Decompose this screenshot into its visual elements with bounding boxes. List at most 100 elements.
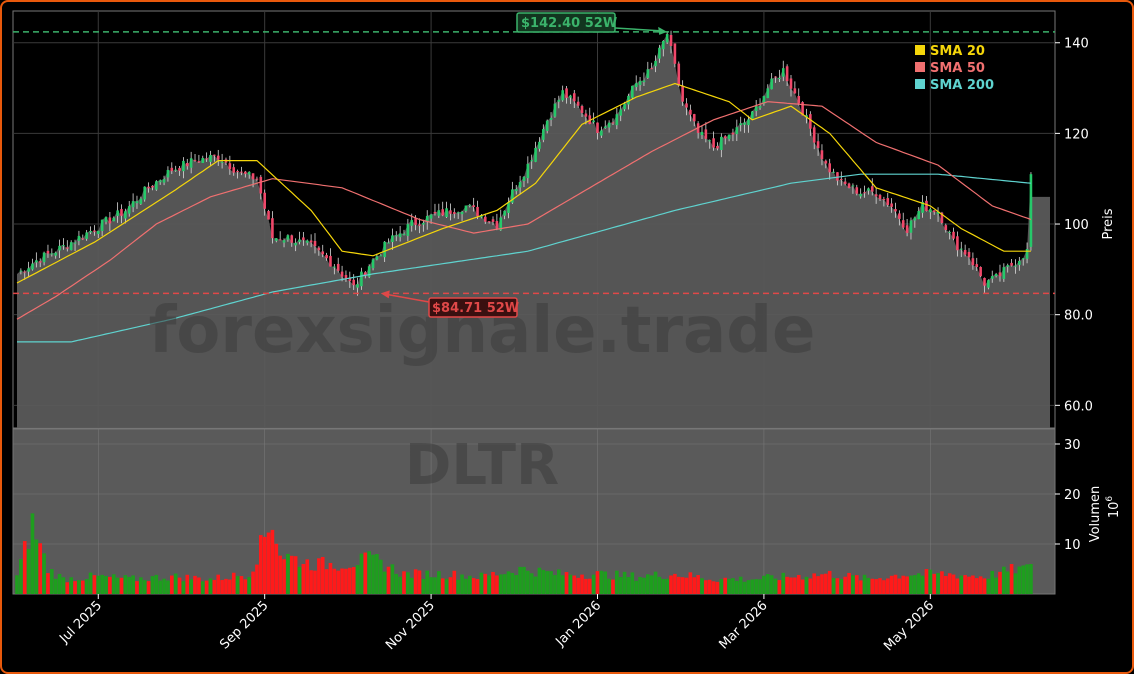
candle [35,252,38,268]
volume-bar [812,573,817,594]
volume-bar [127,576,132,594]
high-annotation: $142.40 52W [516,12,668,35]
volume-bar [26,548,31,594]
volume-bar [367,551,371,594]
candle [901,212,905,230]
volume-bar [885,578,890,594]
candle [514,184,518,195]
volume-bar [336,570,341,594]
high-arrow [614,27,662,32]
legend-label: SMA 200 [930,78,994,93]
volume-panel: DLTR [12,428,1056,595]
volume-bar [286,553,290,594]
candle [576,96,580,108]
volume-bar [413,569,418,594]
candle [1002,263,1006,282]
volume-bar [363,552,368,594]
volume-bar [355,565,360,594]
volume-bar [765,574,770,594]
volume-bar [498,574,503,594]
candle [836,172,839,186]
volume-bar [444,578,449,594]
volume-bar [816,576,820,594]
candle [812,125,816,150]
sma-200-line [17,173,1031,343]
price-tick-label: 140 [1064,37,1089,52]
low-label-box [428,297,518,318]
candle [468,203,472,208]
candle [723,135,727,145]
volume-bar [1017,566,1022,594]
volume-bar [502,574,507,594]
candle [619,105,623,122]
candle [708,139,712,149]
candle [232,163,236,176]
candle [747,115,750,133]
volume-bar [820,574,824,594]
volume-bar [1002,566,1006,594]
volume-bar [390,564,395,594]
volume-bar [425,570,430,594]
volume-bar [100,574,104,594]
candle [38,258,42,268]
candle [851,183,855,194]
volume-bar [200,581,205,594]
volume-bar [769,575,774,594]
candle [654,55,657,73]
candle [956,231,959,257]
candle [131,193,135,213]
volume-bar [255,564,259,594]
volume-bar [854,575,859,594]
candle [1018,256,1021,271]
candle [886,192,890,207]
volume-bar [471,578,476,594]
volume-bar [344,568,348,594]
volume-bar [657,576,662,594]
price-axis-label: Preis [1101,208,1116,239]
volume-bar [282,559,286,594]
candle [611,118,615,125]
candle [360,267,363,290]
volume-bar [676,576,681,594]
volume-bar [587,578,592,594]
volume-bar [916,573,921,594]
volume-bar [409,577,414,594]
volume-bar [386,566,391,594]
volume-bar [560,575,565,594]
volume-bar [572,575,577,594]
candle [151,185,154,191]
candle [433,203,437,216]
x-tick-label: Jul 2025 [56,598,105,647]
candle [178,166,181,176]
candle [81,234,85,241]
candle [994,272,998,278]
candle [116,202,119,223]
volume-axis-unit: 106 [1105,496,1122,519]
candle [681,80,684,106]
candle [716,142,719,151]
candle [460,210,464,221]
candle [507,197,510,219]
x-tick-label: Jan 2026 [553,598,605,650]
price-tick-label: 120 [1064,127,1089,142]
volume-bar [259,535,263,594]
x-tick-label: Nov 2025 [383,598,438,653]
candle [73,239,77,251]
volume-bar [781,572,786,594]
volume-bar [839,579,844,594]
price-tick-label: 100 [1064,218,1089,233]
volume-bar [247,577,251,594]
candle [998,264,1002,282]
candle [483,213,487,224]
candle [882,196,886,207]
volume-bar [611,579,615,594]
candle [894,202,897,218]
candle [979,266,982,278]
volume-bar [375,553,379,594]
candle [925,195,928,212]
volume-bar [947,573,952,594]
volume-bar [53,578,58,594]
candle [50,248,54,257]
volume-bar [731,578,735,594]
